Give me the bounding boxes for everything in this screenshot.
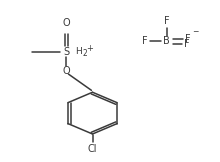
- Text: F: F: [185, 34, 191, 44]
- Text: H: H: [75, 47, 82, 56]
- Text: +: +: [86, 44, 93, 53]
- Text: O: O: [62, 18, 70, 28]
- Text: F: F: [184, 39, 190, 49]
- Text: −: −: [192, 28, 198, 36]
- Text: F: F: [142, 36, 148, 46]
- Text: O: O: [62, 66, 70, 75]
- Text: B: B: [163, 36, 170, 46]
- Text: Cl: Cl: [88, 144, 97, 154]
- Text: 2: 2: [82, 49, 87, 58]
- Text: S: S: [63, 47, 69, 57]
- Text: F: F: [164, 16, 170, 26]
